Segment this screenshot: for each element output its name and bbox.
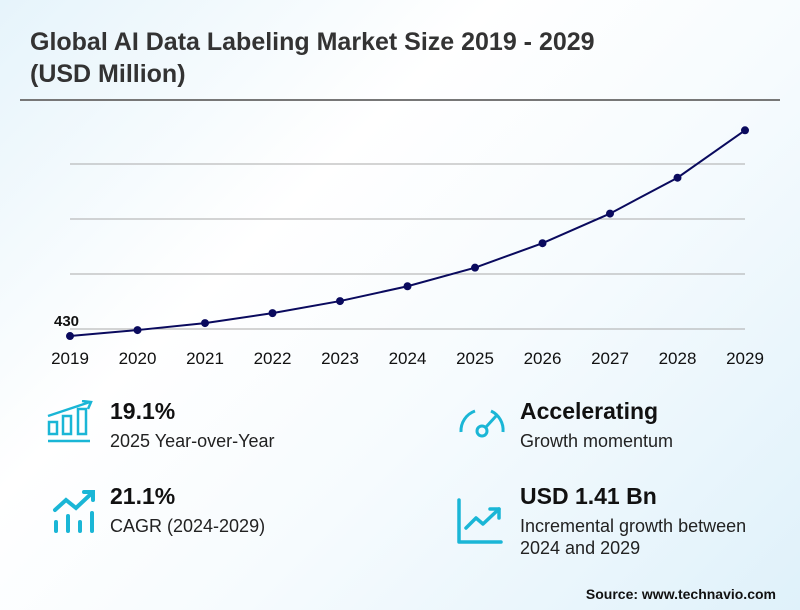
data-point-2022 xyxy=(268,309,277,318)
x-tick-label: 2019 xyxy=(51,349,89,368)
data-point-2021 xyxy=(201,319,209,328)
x-tick-label: 2028 xyxy=(659,349,697,368)
x-tick-label: 2029 xyxy=(726,349,764,368)
trend-bars-icon xyxy=(53,490,95,533)
data-point-2028 xyxy=(673,173,682,182)
x-tick-label: 2025 xyxy=(456,349,494,368)
data-label-2019: 430 xyxy=(54,313,79,330)
stat-cagr: 21.1% CAGR (2024-2029) xyxy=(110,483,265,537)
line-chart: 2019 2020 2021 2022 2023 2024 2025 2026 2027 2028… xyxy=(51,126,764,368)
stat-value: 19.1% xyxy=(110,398,176,424)
chart-title: Global AI Data Labeling Market Size 2019… xyxy=(30,28,595,88)
gridlines xyxy=(70,163,745,330)
stat-yoy: 19.1% 2025 Year-over-Year xyxy=(110,398,274,452)
stat-label: Incremental growth between 2024 and 2029 xyxy=(520,516,747,558)
stat-value: USD 1.41 Bn xyxy=(520,483,657,509)
bar-chart-growth-icon xyxy=(47,400,93,443)
source-credit: Source: www.technavio.com xyxy=(585,586,776,602)
data-points xyxy=(66,126,749,341)
data-point-2023 xyxy=(336,297,344,306)
gauge-icon xyxy=(459,409,505,438)
x-tick-label: 2020 xyxy=(119,349,157,368)
data-point-2019 xyxy=(66,332,74,341)
data-point-2029 xyxy=(741,126,749,135)
data-point-2024 xyxy=(403,282,412,291)
stat-label: 2025 Year-over-Year xyxy=(110,431,275,451)
x-tick-label: 2026 xyxy=(524,349,562,368)
stat-label: CAGR (2024-2029) xyxy=(110,516,266,536)
data-point-2020 xyxy=(133,326,142,335)
stat-label: Growth momentum xyxy=(520,431,674,451)
line-chart-up-icon xyxy=(457,498,503,544)
x-tick-label: 2024 xyxy=(389,349,427,368)
stat-momentum: Accelerating Growth momentum xyxy=(520,398,673,452)
data-point-2025 xyxy=(471,263,479,272)
x-tick-label: 2027 xyxy=(591,349,629,368)
data-point-2027 xyxy=(606,209,614,218)
stat-value: 21.1% xyxy=(110,483,176,509)
x-tick-label: 2023 xyxy=(321,349,359,368)
x-tick-label: 2021 xyxy=(186,349,224,368)
x-axis-ticks: 2019 2020 2021 2022 2023 2024 2025 2026 2027 2028… xyxy=(51,349,764,368)
title-divider xyxy=(20,99,780,101)
series-line xyxy=(69,129,746,338)
stat-incremental: USD 1.41 Bn Incremental growth between 2… xyxy=(520,483,780,559)
stat-value: Accelerating xyxy=(520,398,659,424)
data-point-2026 xyxy=(538,239,547,248)
x-tick-label: 2022 xyxy=(254,349,292,368)
